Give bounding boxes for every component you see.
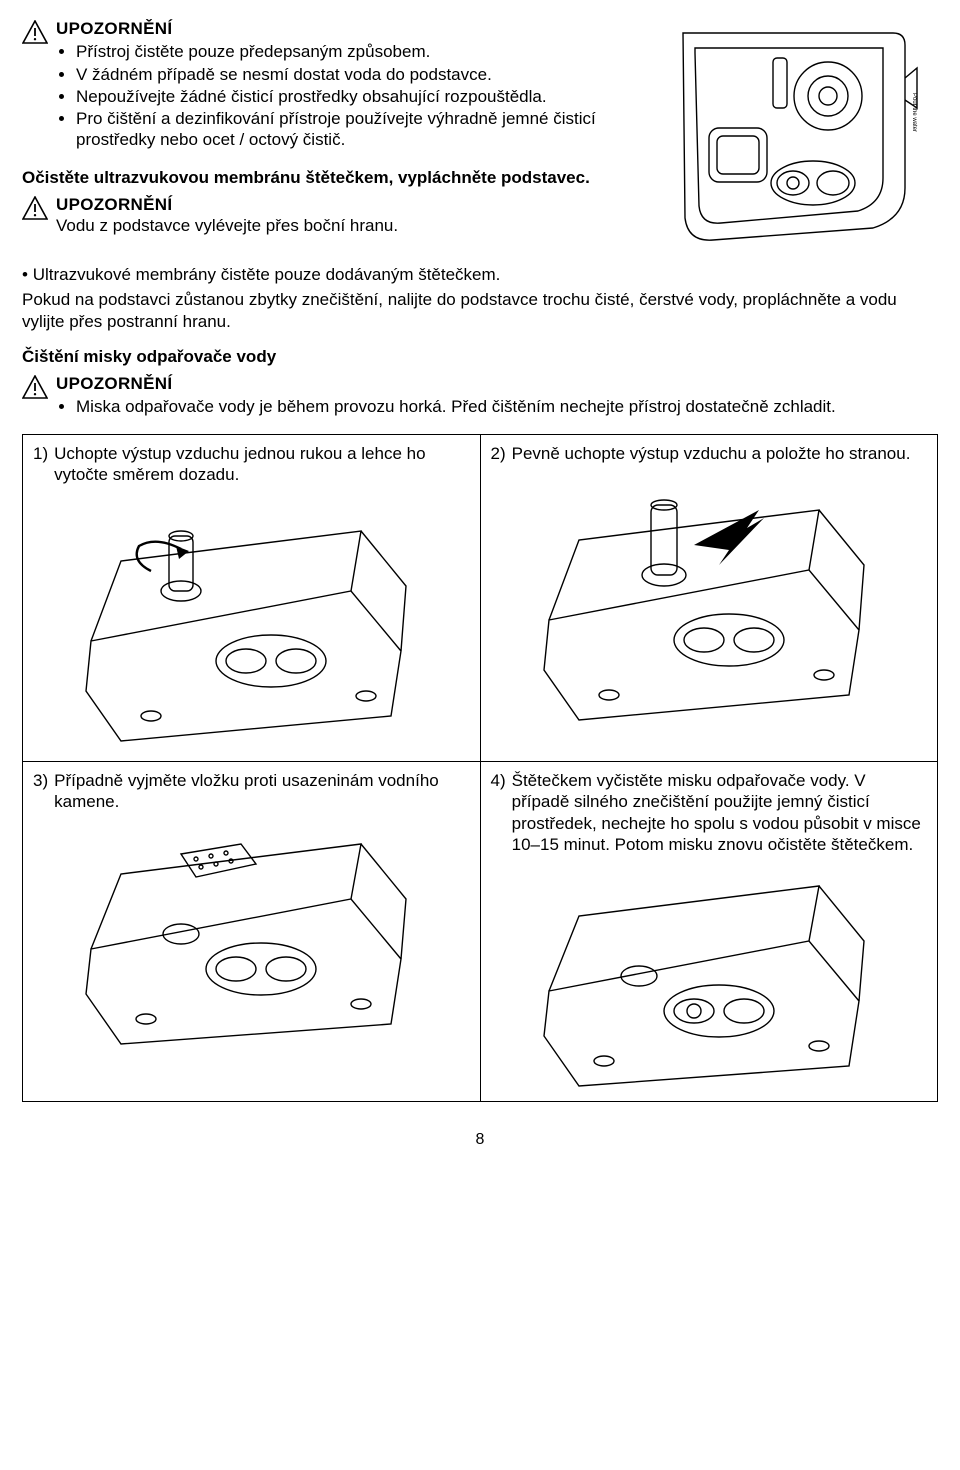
step-2-cell: 2) Pevně uchopte výstup vzduchu a položt… xyxy=(480,434,938,762)
step-4-number: 4) xyxy=(491,770,506,855)
step-3-cell: 3) Případně vyjměte vložku proti usazeni… xyxy=(23,762,481,1102)
step-3-diagram xyxy=(33,819,470,1049)
step-4-text: Štětečkem vyčistěte misku odpařovače vod… xyxy=(512,770,927,855)
step-3-number: 3) xyxy=(33,770,48,813)
bullet-bowl-hot: Miska odpařovače vody je během provozu h… xyxy=(76,396,836,417)
warning-heading-3: UPOZORNĚNÍ xyxy=(56,373,836,394)
top-warning-bullets: Přístroj čistěte pouze předepsaným způso… xyxy=(56,41,648,150)
step-2-text: Pevně uchopte výstup vzduchu a položte h… xyxy=(512,443,911,464)
step-1-number: 1) xyxy=(33,443,48,486)
step-1-cell: 1) Uchopte výstup vzduchu jednou rukou a… xyxy=(23,434,481,762)
warning-triangle-icon xyxy=(22,375,48,399)
bowl-warning-list: Miska odpařovače vody je během provozu h… xyxy=(56,396,836,417)
bullet-no-solvents: Nepoužívejte žádné čisticí prostředky ob… xyxy=(76,86,648,107)
bullet-vinegar-cleaner: Pro čištění a dezinfikování přístroje po… xyxy=(76,108,648,151)
step-2-diagram xyxy=(491,470,928,730)
step-2-number: 2) xyxy=(491,443,506,464)
bullet-no-water-base: V žádném případě se nesmí dostat voda do… xyxy=(76,64,648,85)
page-number: 8 xyxy=(22,1130,938,1150)
step-1-diagram xyxy=(33,491,470,751)
membrane-brush-bullet: Ultrazvukové membrány čistěte pouze dodá… xyxy=(22,264,938,285)
rinse-residue-paragraph: Pokud na podstavci zůstanou zbytky zneči… xyxy=(22,289,938,332)
svg-text:Pour the water: Pour the water xyxy=(911,93,917,132)
membrane-instruction: Očistěte ultrazvukovou membránu štětečke… xyxy=(22,167,648,188)
warning-heading-2: UPOZORNĚNÍ xyxy=(56,194,398,215)
steps-table: 1) Uchopte výstup vzduchu jednou rukou a… xyxy=(22,434,938,1103)
bullet-clean-prescribed: Přístroj čistěte pouze předepsaným způso… xyxy=(76,41,648,62)
warning-triangle-icon xyxy=(22,196,48,220)
warning-heading-1: UPOZORNĚNÍ xyxy=(56,18,648,39)
warning-triangle-icon xyxy=(22,20,48,44)
subheading-bowl-cleaning: Čištění misky odpařovače vody xyxy=(22,346,938,367)
pour-side-edge-text: Vodu z podstavce vylévejte přes boční hr… xyxy=(56,215,398,236)
diagram-base-top-view: Pour the water xyxy=(668,18,938,258)
step-4-cell: 4) Štětečkem vyčistěte misku odpařovače … xyxy=(480,762,938,1102)
step-3-text: Případně vyjměte vložku proti usazeninám… xyxy=(54,770,469,813)
step-1-text: Uchopte výstup vzduchu jednou rukou a le… xyxy=(54,443,469,486)
step-4-diagram xyxy=(491,861,928,1091)
